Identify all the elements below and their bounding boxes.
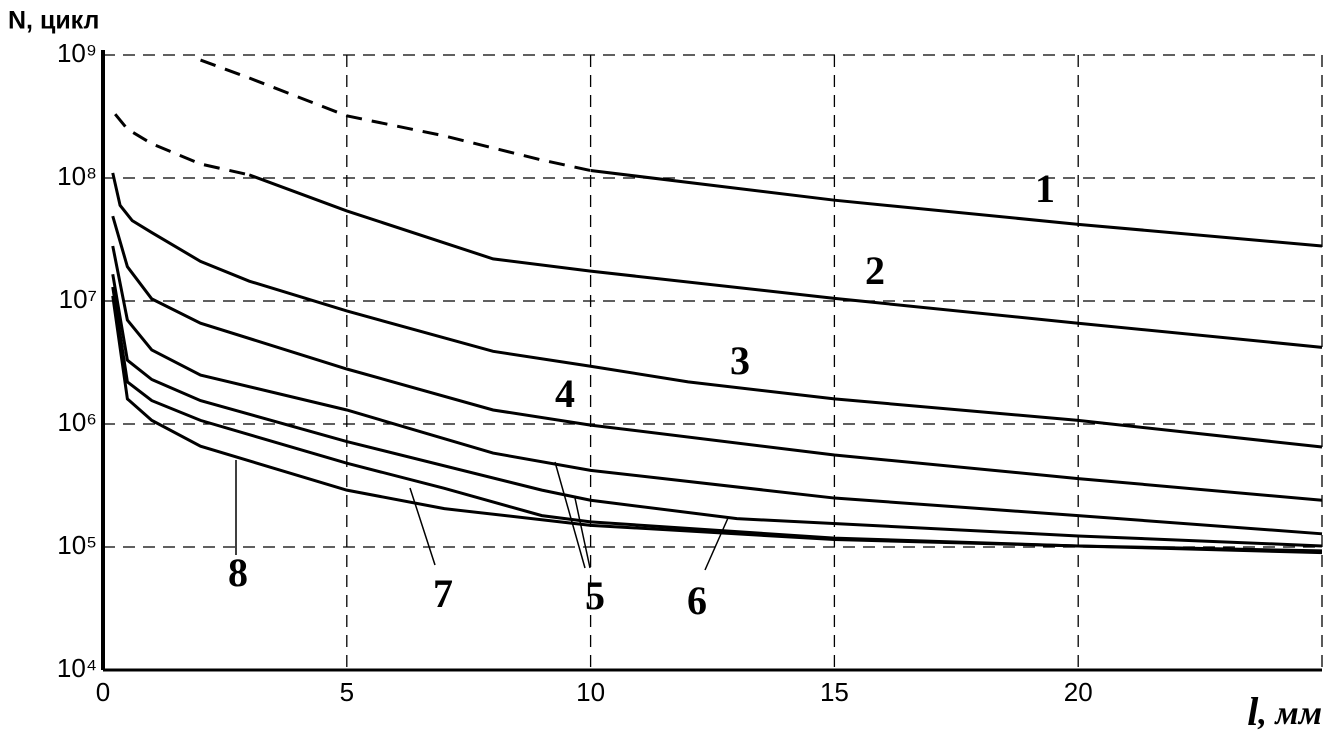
x-tick-label: 20 <box>1064 677 1093 707</box>
leader-line <box>704 517 729 571</box>
leader-line <box>409 487 436 566</box>
x-tick-label: 10 <box>576 677 605 707</box>
x-axis-var: l <box>1247 689 1259 734</box>
curve <box>590 169 1323 248</box>
curve <box>248 173 1323 349</box>
curve-label: 7 <box>433 571 453 616</box>
curve-label: 1 <box>1035 166 1055 211</box>
y-tick-label: 10⁸ <box>57 161 97 191</box>
curve-label: 4 <box>555 371 575 416</box>
curve <box>111 245 1323 536</box>
curve-label: 5 <box>585 573 605 618</box>
x-tick-label: 0 <box>96 677 110 707</box>
y-tick-label: 10⁹ <box>57 38 97 68</box>
y-tick-label: 10⁵ <box>57 530 97 560</box>
y-tick-label: 10⁴ <box>57 653 97 683</box>
curve <box>111 215 1323 502</box>
curve-label: 2 <box>865 248 885 293</box>
leader-line <box>574 497 591 569</box>
x-axis-unit: , мм <box>1257 695 1322 732</box>
curve <box>111 172 1323 449</box>
curve-label: 6 <box>687 578 707 623</box>
curve <box>111 286 1323 553</box>
curve <box>111 273 1323 548</box>
y-axis-label: N, цикл <box>8 7 99 35</box>
curve-label: 8 <box>228 550 248 595</box>
curve <box>200 58 591 173</box>
curve <box>114 113 250 177</box>
x-tick-label: 5 <box>340 677 354 707</box>
x-tick-label: 15 <box>820 677 849 707</box>
x-axis-label: l, мм <box>1247 689 1322 734</box>
y-tick-label: 10⁶ <box>57 407 97 437</box>
curve-label: 3 <box>730 338 750 383</box>
curve <box>111 295 1323 555</box>
y-tick-label: 10⁷ <box>59 284 97 314</box>
leader-line <box>554 461 586 569</box>
